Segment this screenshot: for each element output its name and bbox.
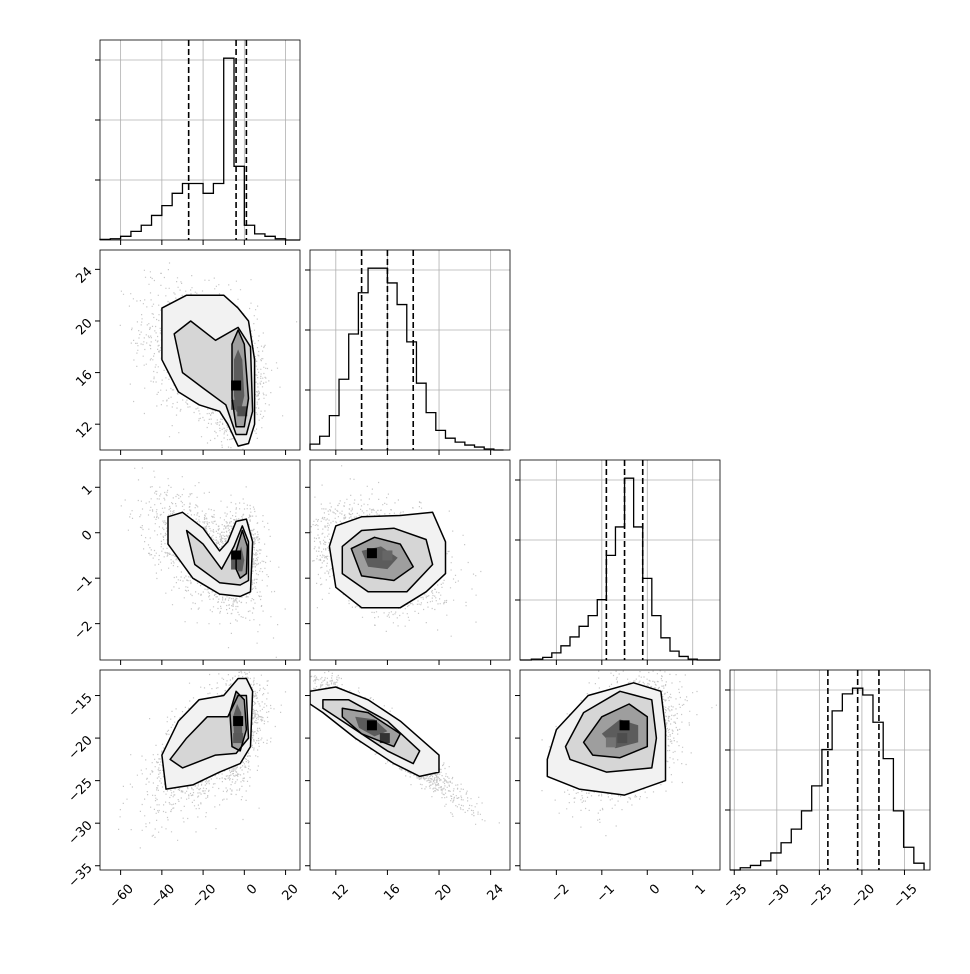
histogram-step-line <box>520 477 720 661</box>
histogram-panel-1 <box>305 249 511 451</box>
scatter-frame <box>99 459 301 661</box>
contour-line-0 <box>310 686 440 778</box>
x-tick-label: −1 <box>594 882 618 906</box>
contour-line-0 <box>161 294 256 447</box>
scatter-frame <box>309 459 511 661</box>
histogram-frame <box>729 669 931 871</box>
density-peak-cell <box>605 737 616 748</box>
y-tick-label: 0 <box>79 528 95 544</box>
y-tick-label: −20 <box>66 733 96 763</box>
scatter-panel-2-3 <box>519 669 721 871</box>
contour-line-2 <box>229 690 248 752</box>
x-tick-label: −40 <box>148 882 178 912</box>
histogram-step-line <box>730 687 925 871</box>
contour-line-2 <box>231 329 250 428</box>
density-peak-cell <box>231 399 242 410</box>
contour-line-1 <box>322 699 421 765</box>
y-tick-label: −2 <box>71 619 95 643</box>
histogram-frame <box>309 249 511 451</box>
contour-line-1 <box>169 694 250 769</box>
x-tick-label: −30 <box>763 882 793 912</box>
x-tick-label: 0 <box>647 882 663 898</box>
x-tick-label: 24 <box>485 882 507 904</box>
scatter-frame <box>99 669 301 871</box>
histogram-frame <box>519 459 721 661</box>
x-tick-label: −20 <box>848 882 878 912</box>
y-tick-label: −25 <box>66 776 96 806</box>
contour-line-0 <box>167 511 254 598</box>
y-tick-label: −1 <box>71 573 95 597</box>
y-tick-label: 12 <box>73 419 95 441</box>
density-peak-cell <box>231 380 242 391</box>
x-tick-label: −15 <box>891 882 921 912</box>
x-tick-label: 16 <box>381 882 403 904</box>
histogram-panel-3 <box>725 669 931 871</box>
density-peak-cell <box>379 733 390 744</box>
density-peak-cell <box>233 733 244 744</box>
x-tick-label: 0 <box>244 882 260 898</box>
scatter-panel-0-2 <box>99 459 301 661</box>
density-peak-cell <box>617 733 628 744</box>
histogram-step-line <box>309 267 504 451</box>
x-tick-label: −35 <box>720 882 750 912</box>
contour-line-2 <box>350 536 414 582</box>
x-tick-label: −2 <box>548 882 572 906</box>
scatter-frame <box>519 669 721 871</box>
panel-content <box>118 670 287 849</box>
contour-line-1 <box>341 527 434 593</box>
y-tick-label: −35 <box>66 861 96 891</box>
density-peak-cell <box>619 720 630 731</box>
density-peak-cell <box>366 720 377 731</box>
x-tick-label: −25 <box>806 882 836 912</box>
contour-line-2 <box>235 529 249 579</box>
x-tick-label: 20 <box>433 882 455 904</box>
x-tick-label: −60 <box>107 882 137 912</box>
histogram-step-line <box>99 57 300 241</box>
x-tick-label: 20 <box>279 882 301 904</box>
scatter-panel-0-1 <box>99 249 301 451</box>
y-tick-label: −15 <box>66 691 96 721</box>
density-peak-cell <box>382 550 393 561</box>
panel-content <box>541 670 717 837</box>
y-tick-label: 1 <box>79 482 95 498</box>
contour-line-1 <box>564 690 658 773</box>
density-peak-cell <box>233 716 244 727</box>
x-tick-label: 1 <box>692 882 708 898</box>
scatter-panel-1-2 <box>309 459 511 661</box>
contour-line-2 <box>341 707 402 748</box>
panel-content <box>119 262 298 450</box>
scatter-panel-1-3 <box>309 669 511 871</box>
y-tick-label: 16 <box>73 368 95 390</box>
contour-line-1 <box>173 320 254 436</box>
contour-line-0 <box>328 511 447 609</box>
contour-line-2 <box>582 703 649 759</box>
y-tick-label: −30 <box>66 818 96 848</box>
scatter-frame <box>309 669 511 871</box>
scatter-frame <box>99 249 301 451</box>
y-tick-label: 24 <box>73 264 95 286</box>
density-peak-cell <box>237 406 248 417</box>
density-peak-cell <box>366 548 377 559</box>
panel-content <box>120 467 286 658</box>
contour-line-1 <box>185 525 250 586</box>
histogram-frame <box>99 39 301 241</box>
density-fill-level-1 <box>186 525 249 585</box>
contour-line-0 <box>546 682 667 796</box>
histogram-panel-0 <box>95 39 301 241</box>
contour-line-0 <box>161 677 254 790</box>
y-tick-label: 20 <box>73 316 95 338</box>
histogram-panel-2 <box>515 459 721 661</box>
panel-content <box>310 670 500 825</box>
x-tick-label: −20 <box>189 882 219 912</box>
scatter-panel-0-3 <box>99 669 301 871</box>
density-fill-level-1 <box>170 695 249 768</box>
panel-content <box>310 465 482 637</box>
x-tick-label: 12 <box>330 882 352 904</box>
